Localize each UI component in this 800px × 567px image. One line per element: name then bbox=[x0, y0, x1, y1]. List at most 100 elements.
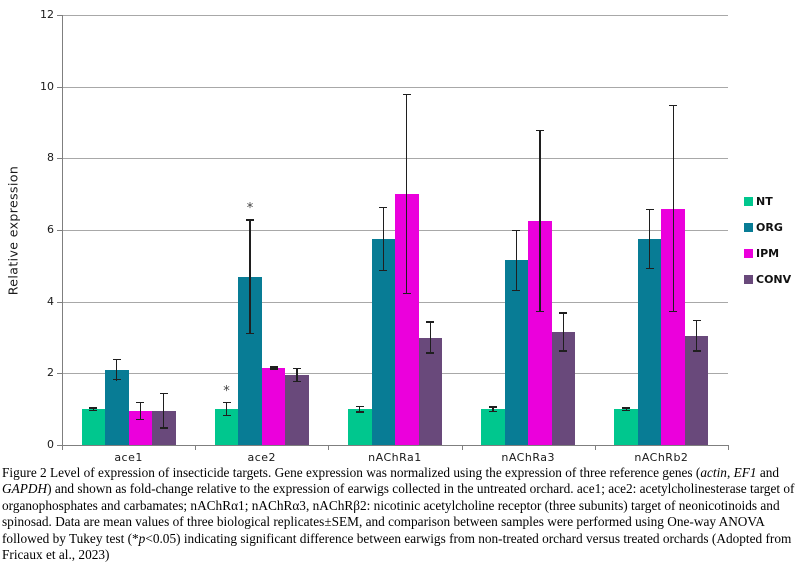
error-bar-line bbox=[696, 319, 698, 352]
x-axis-line bbox=[62, 445, 729, 447]
figure-caption: Figure 2 Level of expression of insectic… bbox=[2, 465, 798, 563]
caption-run: <0.05) indicating significant difference… bbox=[2, 530, 792, 563]
significance-asterisk: * bbox=[246, 201, 254, 217]
y-tick-mark bbox=[57, 301, 62, 303]
bar bbox=[504, 260, 529, 445]
x-tick-mark bbox=[195, 446, 197, 451]
legend-label: CONV bbox=[756, 273, 792, 286]
caption-run: actin bbox=[700, 465, 727, 480]
bar bbox=[348, 409, 372, 445]
legend-item: CONV bbox=[744, 269, 791, 286]
y-tick-mark bbox=[57, 230, 62, 231]
error-bar-cap-top bbox=[293, 367, 302, 370]
caption-run: p bbox=[138, 530, 146, 546]
error-bar-line bbox=[296, 367, 298, 383]
error-bar-cap-top bbox=[559, 312, 568, 314]
legend-label: ORG bbox=[756, 221, 783, 234]
error-bar-line bbox=[562, 312, 565, 352]
error-bar-cap-top bbox=[488, 406, 497, 408]
error-bar-cap-top bbox=[112, 359, 121, 361]
error-bar-line bbox=[649, 208, 651, 270]
error-bar-cap-top bbox=[622, 407, 631, 409]
error-bar-cap-top bbox=[269, 366, 278, 368]
error-bar-cap-top bbox=[535, 129, 544, 132]
error-bar-line bbox=[163, 393, 165, 429]
y-tick-label: 12 bbox=[40, 8, 54, 21]
bar bbox=[395, 194, 419, 445]
legend-swatch bbox=[744, 275, 753, 284]
legend-item: ORG bbox=[744, 217, 791, 234]
bar bbox=[238, 276, 262, 445]
caption-run: GAPDH bbox=[2, 481, 48, 497]
bar bbox=[128, 410, 153, 445]
error-bar-cap-bottom bbox=[293, 380, 302, 383]
legend-item: NT bbox=[744, 191, 791, 208]
bar bbox=[105, 369, 129, 445]
error-bar-cap-bottom bbox=[222, 414, 231, 417]
error-bar-cap-bottom bbox=[645, 268, 654, 270]
error-bar-cap-top bbox=[512, 230, 521, 232]
x-category-label: nAChRb2 bbox=[634, 451, 689, 464]
significance-asterisk: * bbox=[223, 384, 230, 399]
error-bar-line bbox=[116, 359, 118, 381]
y-axis-line bbox=[62, 15, 64, 445]
legend-label: IPM bbox=[756, 247, 780, 260]
bar bbox=[418, 337, 442, 445]
gridline bbox=[62, 86, 728, 88]
error-bar-cap-top bbox=[136, 402, 145, 404]
error-bar-line bbox=[625, 407, 627, 411]
legend: NT ORG IPM CONV bbox=[744, 191, 791, 295]
bar bbox=[481, 409, 505, 445]
error-bar-cap-top bbox=[402, 93, 411, 96]
x-tick-mark bbox=[461, 446, 463, 451]
error-bar-cap-bottom bbox=[488, 410, 497, 413]
error-bar-line bbox=[359, 405, 361, 413]
error-bar-cap-top bbox=[379, 206, 388, 209]
bar bbox=[214, 409, 239, 445]
error-bar-cap-bottom bbox=[692, 350, 701, 352]
x-category-label: nAChRa1 bbox=[368, 451, 422, 464]
bar bbox=[81, 409, 106, 445]
error-bar-cap-bottom bbox=[402, 293, 411, 295]
error-bar-cap-bottom bbox=[89, 409, 98, 411]
bar bbox=[551, 332, 576, 445]
gridline bbox=[62, 15, 728, 16]
error-bar-cap-bottom bbox=[246, 332, 255, 334]
legend-item: IPM bbox=[744, 243, 791, 260]
y-tick-mark bbox=[57, 86, 62, 88]
y-axis-title: Relative expression bbox=[5, 165, 21, 296]
legend-swatch bbox=[744, 197, 753, 206]
error-bar-line bbox=[539, 129, 541, 313]
error-bar-cap-bottom bbox=[355, 411, 364, 413]
caption-run: , bbox=[726, 465, 734, 480]
x-category-label: nAChRa3 bbox=[501, 451, 555, 464]
y-tick-label: 0 bbox=[47, 438, 54, 451]
legend-label: NT bbox=[756, 195, 773, 208]
error-bar-line bbox=[272, 366, 275, 370]
bar bbox=[614, 409, 638, 445]
y-tick-label: 2 bbox=[47, 366, 54, 380]
y-tick-label: 10 bbox=[40, 79, 54, 93]
caption-run: ) and shown as fold-change relative to t… bbox=[2, 481, 795, 546]
error-bar-cap-bottom bbox=[379, 269, 388, 272]
caption-run: and bbox=[756, 465, 780, 480]
error-bar-line bbox=[139, 402, 141, 420]
bar bbox=[684, 335, 709, 445]
bar bbox=[371, 238, 395, 445]
error-bar-line bbox=[92, 407, 94, 411]
error-bar-cap-top bbox=[159, 393, 168, 395]
error-bar-cap-bottom bbox=[159, 427, 168, 429]
error-bar-cap-top bbox=[692, 319, 701, 321]
y-tick-mark bbox=[57, 15, 62, 16]
bar bbox=[285, 375, 309, 445]
bar bbox=[637, 238, 662, 445]
error-bar-cap-bottom bbox=[426, 352, 435, 354]
caption-run: EF1 bbox=[733, 465, 757, 480]
error-bar-line bbox=[672, 104, 674, 313]
x-tick-mark bbox=[62, 446, 63, 451]
error-bar-cap-top bbox=[246, 219, 255, 221]
error-bar-cap-top bbox=[222, 402, 231, 404]
error-bar-cap-top bbox=[426, 321, 435, 323]
error-bar-cap-bottom bbox=[136, 418, 145, 420]
bar bbox=[261, 367, 286, 445]
